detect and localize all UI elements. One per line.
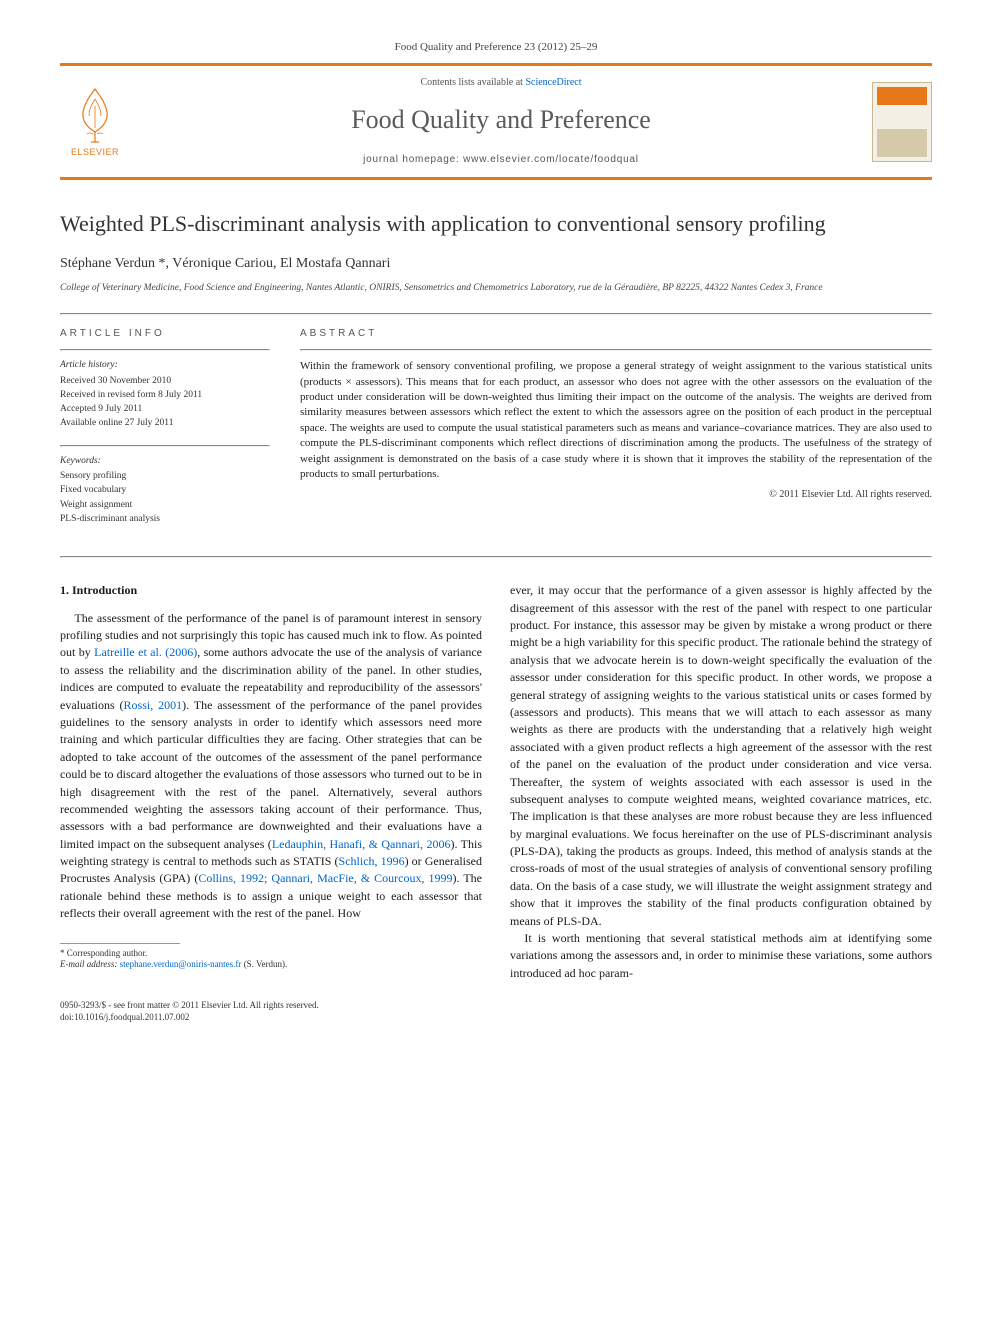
homepage-url: www.elsevier.com/locate/foodqual — [463, 154, 639, 165]
ref-latreille-2006[interactable]: Latreille et al. (2006) — [94, 645, 197, 659]
footer-front-matter: 0950-3293/$ - see front matter © 2011 El… — [60, 1000, 932, 1012]
journal-reference: Food Quality and Preference 23 (2012) 25… — [60, 40, 932, 55]
sciencedirect-link[interactable]: ScienceDirect — [525, 77, 581, 88]
article-info-column: ARTICLE INFO Article history: Received 3… — [60, 327, 270, 540]
footer-doi: doi:10.1016/j.foodqual.2011.07.002 — [60, 1012, 932, 1024]
article-history-block: Article history: Received 30 November 20… — [60, 359, 270, 430]
email-line: E-mail address: stephane.verdun@oniris-n… — [60, 959, 482, 971]
intro-text-1c: ). The assessment of the performance of … — [60, 698, 482, 851]
history-revised: Received in revised form 8 July 2011 — [60, 389, 270, 402]
abstract-column: ABSTRACT Within the framework of sensory… — [300, 327, 932, 540]
publisher-name: ELSEVIER — [71, 146, 119, 159]
footnote-separator — [60, 943, 180, 944]
history-heading: Article history: — [60, 359, 270, 372]
contents-available-line: Contents lists available at ScienceDirec… — [130, 76, 872, 90]
corresponding-label: * Corresponding author. — [60, 948, 482, 960]
body-column-right: ever, it may occur that the performance … — [510, 582, 932, 982]
page-footer: 0950-3293/$ - see front matter © 2011 El… — [60, 1000, 932, 1023]
journal-cover-thumbnail — [872, 82, 932, 162]
intro-paragraph-right-2: It is worth mentioning that several stat… — [510, 930, 932, 982]
email-label: E-mail address: — [60, 959, 120, 969]
intro-right-p2-text: It is worth mentioning that several stat… — [510, 931, 932, 980]
journal-homepage-line: journal homepage: www.elsevier.com/locat… — [130, 153, 872, 167]
page-container: Food Quality and Preference 23 (2012) 25… — [0, 0, 992, 1064]
keyword-3: Weight assignment — [60, 499, 270, 512]
history-online: Available online 27 July 2011 — [60, 417, 270, 430]
corresponding-author-note: * Corresponding author. E-mail address: … — [60, 948, 482, 971]
copyright-line: © 2011 Elsevier Ltd. All rights reserved… — [300, 488, 932, 502]
keywords-divider — [60, 445, 270, 447]
elsevier-tree-icon — [65, 84, 125, 144]
article-info-label: ARTICLE INFO — [60, 327, 270, 341]
contents-prefix: Contents lists available at — [420, 77, 525, 88]
keyword-1: Sensory profiling — [60, 470, 270, 483]
ref-collins-qannari[interactable]: Collins, 1992; Qannari, MacFie, & Courco… — [198, 871, 452, 885]
abstract-divider-top — [300, 349, 932, 351]
info-abstract-row: ARTICLE INFO Article history: Received 3… — [60, 315, 932, 556]
journal-title: Food Quality and Preference — [130, 102, 872, 138]
keywords-heading: Keywords: — [60, 455, 270, 468]
section-1-heading: 1. Introduction — [60, 582, 482, 599]
divider-bottom — [60, 556, 932, 558]
article-title: Weighted PLS-discriminant analysis with … — [60, 210, 932, 239]
history-received: Received 30 November 2010 — [60, 375, 270, 388]
email-suffix: (S. Verdun). — [241, 959, 287, 969]
affiliation: College of Veterinary Medicine, Food Sci… — [60, 282, 932, 295]
body-column-left: 1. Introduction The assessment of the pe… — [60, 582, 482, 982]
history-accepted: Accepted 9 July 2011 — [60, 403, 270, 416]
intro-paragraph-right-1: ever, it may occur that the performance … — [510, 582, 932, 930]
intro-paragraph-left: The assessment of the performance of the… — [60, 610, 482, 923]
homepage-prefix: journal homepage: — [363, 154, 463, 165]
ref-ledauphin-2006[interactable]: Ledauphin, Hanafi, & Qannari, 2006 — [272, 837, 451, 851]
journal-header: ELSEVIER Contents lists available at Sci… — [60, 63, 932, 179]
keyword-2: Fixed vocabulary — [60, 484, 270, 497]
header-center: Contents lists available at ScienceDirec… — [130, 76, 872, 166]
ref-schlich-1996[interactable]: Schlich, 1996 — [339, 854, 405, 868]
author-list: Stéphane Verdun *, Véronique Cariou, El … — [60, 254, 932, 274]
abstract-text: Within the framework of sensory conventi… — [300, 359, 932, 482]
ref-rossi-2001[interactable]: Rossi, 2001 — [124, 698, 183, 712]
keywords-block: Keywords: Sensory profiling Fixed vocabu… — [60, 455, 270, 526]
publisher-logo: ELSEVIER — [60, 84, 130, 159]
keyword-4: PLS-discriminant analysis — [60, 513, 270, 526]
body-columns: 1. Introduction The assessment of the pe… — [60, 582, 932, 982]
abstract-label: ABSTRACT — [300, 327, 932, 341]
corresponding-email-link[interactable]: stephane.verdun@oniris-nantes.fr — [120, 959, 242, 969]
info-divider — [60, 349, 270, 351]
